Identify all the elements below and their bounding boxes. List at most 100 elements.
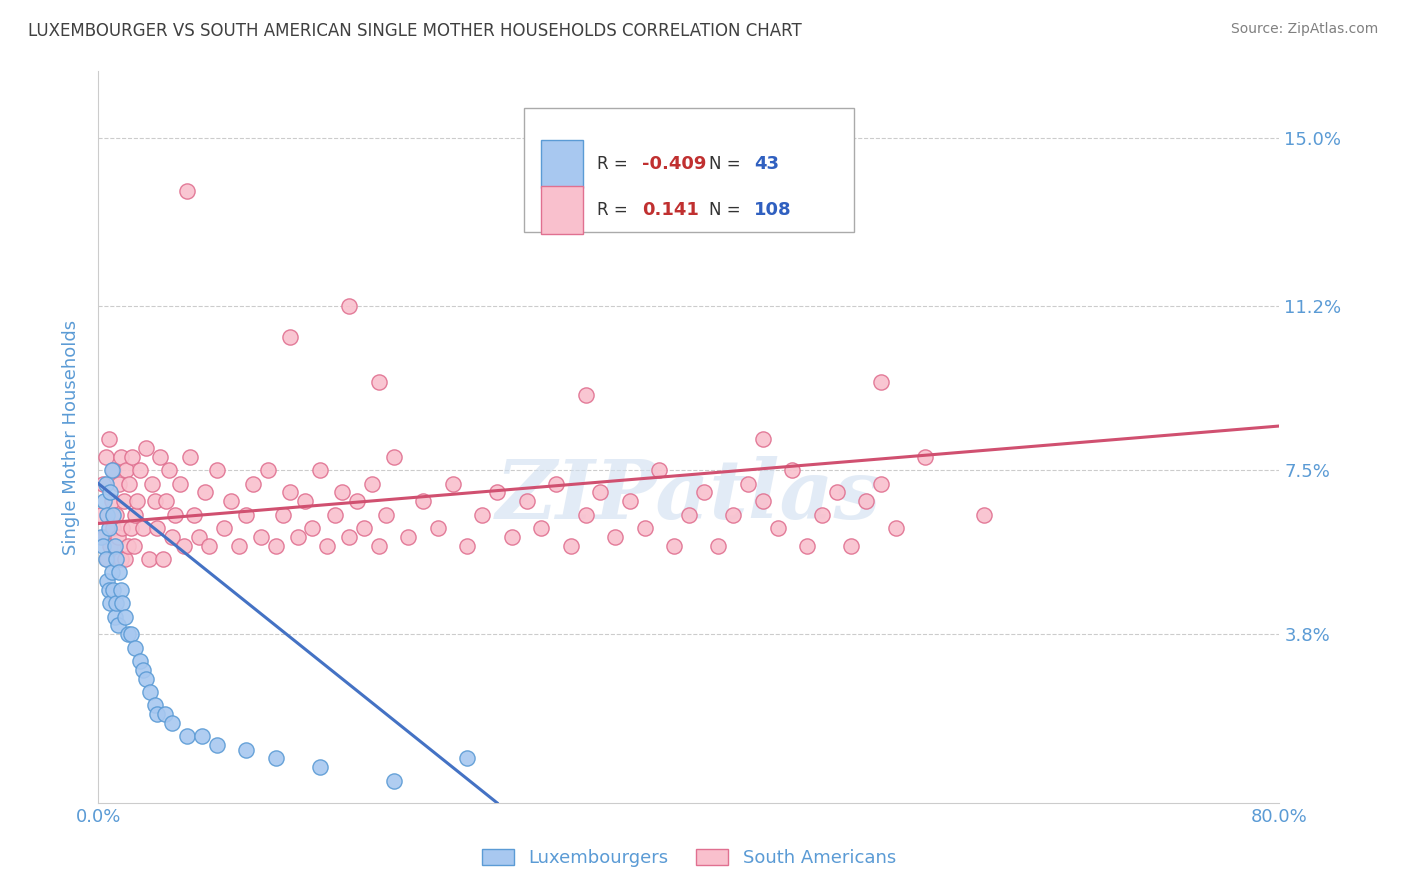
Point [115,463,138,477]
Point [457,751,479,765]
Point [501,530,523,544]
Point [162,716,183,731]
Point [176,729,198,743]
Point [693,485,716,500]
Point [589,485,612,500]
Point [235,508,257,522]
Point [165,508,187,522]
Point [382,773,405,788]
Point [353,521,375,535]
Point [120,627,142,641]
Text: R =: R = [596,155,633,173]
Text: -0.409: -0.409 [641,155,706,173]
Point [870,476,893,491]
Point [441,476,464,491]
Point [117,539,139,553]
Text: 43: 43 [754,155,779,173]
Point [162,530,183,544]
Point [98,485,121,500]
Point [264,539,287,553]
Point [855,494,877,508]
Point [110,450,132,464]
Point [128,463,150,477]
Point [122,539,145,553]
Text: LUXEMBOURGER VS SOUTH AMERICAN SINGLE MOTHER HOUSEHOLDS CORRELATION CHART: LUXEMBOURGER VS SOUTH AMERICAN SINGLE MO… [28,22,801,40]
Point [766,521,789,535]
Point [280,485,302,500]
Point [294,494,316,508]
Point [516,494,538,508]
Point [782,463,804,477]
Point [152,552,174,566]
Point [884,521,907,535]
Point [870,375,893,389]
Point [100,566,122,580]
Point [141,476,163,491]
Point [169,476,191,491]
Point [97,582,120,597]
Point [103,521,125,535]
Point [316,539,339,553]
Point [105,508,128,522]
Point [103,582,125,597]
Point [104,609,127,624]
Point [257,463,280,477]
Point [143,698,166,713]
Point [560,539,582,553]
Point [737,476,759,491]
Point [157,463,180,477]
Point [810,508,832,522]
Point [228,539,250,553]
Point [457,539,479,553]
Point [323,508,346,522]
Point [301,521,323,535]
Point [96,574,118,589]
Point [194,485,217,500]
Point [94,552,117,566]
Point [183,508,205,522]
Point [412,494,434,508]
Point [634,521,657,535]
Point [104,539,127,553]
Point [97,432,120,446]
Point [138,552,160,566]
Legend: Luxembourgers, South Americans: Luxembourgers, South Americans [475,841,903,874]
Point [707,539,730,553]
Point [179,450,201,464]
Point [330,485,353,500]
Point [250,530,273,544]
Point [280,330,302,344]
Point [678,508,700,522]
Text: ZIPatlas: ZIPatlas [496,456,882,535]
Text: R =: R = [596,201,633,219]
Point [309,463,332,477]
Point [110,582,132,597]
Point [121,450,143,464]
Point [94,450,117,464]
Point [242,476,264,491]
Point [110,552,132,566]
Point [111,521,134,535]
Point [118,476,141,491]
Point [309,760,332,774]
Point [664,539,686,553]
Point [108,476,131,491]
Point [530,521,553,535]
Point [752,494,775,508]
Y-axis label: Single Mother Households: Single Mother Households [62,319,80,555]
Point [368,375,391,389]
Point [153,707,176,722]
Point [841,539,863,553]
Point [108,566,131,580]
Point [107,530,129,544]
Point [221,494,243,508]
Point [107,618,129,632]
Point [212,521,235,535]
Point [103,508,125,522]
Point [93,494,115,508]
Point [124,640,146,655]
Point [973,508,995,522]
Point [105,552,128,566]
FancyBboxPatch shape [541,186,582,234]
Point [94,476,117,491]
